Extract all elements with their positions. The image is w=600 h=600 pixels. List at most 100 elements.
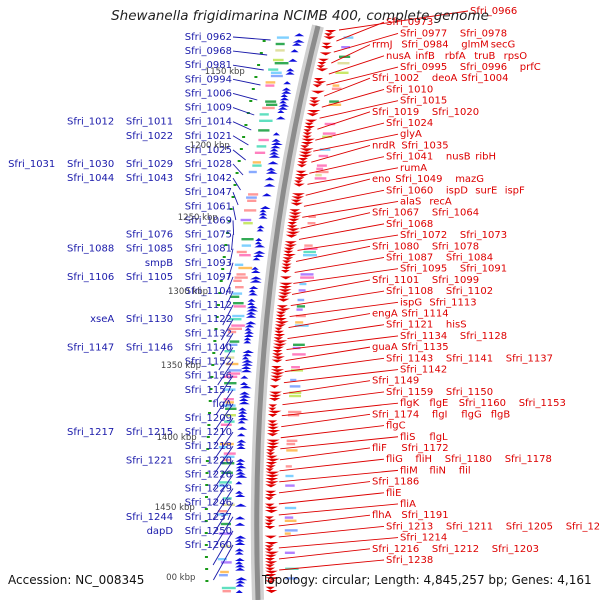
forward-gene-mark (265, 490, 277, 494)
scale-label: 1400 kbp (157, 433, 197, 443)
accession-text: Accession: NC_008345 (8, 573, 145, 587)
gene-label-left: Sfri_1030 (67, 159, 114, 170)
feature-box (343, 36, 354, 39)
leader-line (288, 313, 371, 328)
leader-line (338, 10, 469, 31)
reverse-gene-mark (277, 110, 285, 113)
feature-box (224, 350, 236, 353)
leader-line (212, 516, 234, 551)
gene-label-left: Sfri_1209 (185, 413, 232, 424)
leader-line (323, 77, 371, 97)
forward-gene-mark (287, 222, 297, 225)
scale-tick (226, 232, 230, 234)
scale-tick (235, 172, 239, 174)
reverse-gene-mark (238, 410, 248, 414)
scale-tick (213, 340, 217, 342)
gene-label-left: Sfri_1105 (126, 272, 173, 283)
feature-box (291, 366, 300, 369)
forward-gene-mark (300, 142, 314, 145)
feature-box (223, 452, 236, 455)
forward-gene-mark (293, 183, 305, 187)
gene-label-right: Sfri_1135 (401, 342, 448, 353)
forward-gene-mark (288, 218, 300, 222)
gene-label-right: Sfri_1064 (432, 208, 479, 219)
forward-gene-mark (302, 132, 313, 136)
reverse-gene-mark (235, 564, 245, 568)
reverse-gene-mark (247, 302, 255, 305)
leader-line (218, 347, 234, 371)
reverse-gene-mark (278, 103, 290, 107)
gene-label-right: Sfri_1108 (386, 286, 433, 297)
gene-label-left: Sfri_1025 (185, 145, 232, 156)
reverse-gene-mark (254, 244, 266, 248)
feature-box (318, 154, 329, 158)
feature-box (299, 282, 307, 286)
gene-label-right: Sfri_1091 (460, 264, 507, 275)
reverse-gene-mark (234, 538, 245, 542)
scale-tick (204, 556, 208, 558)
scale-tick (242, 136, 246, 138)
reverse-gene-mark (235, 458, 246, 462)
scale-tick (216, 304, 220, 306)
gene-label-left: Sfri_1014 (185, 117, 232, 128)
gene-label-right: Sfri_1019 (372, 107, 419, 118)
reverse-gene-mark (263, 183, 276, 187)
feature-box (220, 561, 232, 564)
gene-label-right: Sfri_1087 (386, 252, 433, 263)
leader-line (223, 290, 234, 311)
forward-gene-mark (268, 398, 281, 401)
forward-gene-mark (288, 212, 302, 216)
gene-label-right: Sfri_1191 (401, 510, 448, 521)
feature-box (262, 106, 275, 110)
leader-line (232, 177, 241, 191)
feature-box (222, 590, 231, 593)
gene-label-right: secG (491, 40, 516, 51)
forward-gene-mark (279, 282, 293, 286)
reverse-gene-mark (235, 490, 244, 494)
feature-box (270, 71, 282, 74)
gene-label-left: Sfri_0994 (185, 74, 232, 85)
gene-label-right: Sfri_1010 (386, 84, 433, 95)
leader-line (280, 425, 385, 439)
feature-box (295, 321, 304, 324)
reverse-gene-mark (241, 356, 250, 360)
forward-gene-mark (265, 474, 280, 478)
reverse-gene-mark (257, 225, 265, 229)
leader-line (212, 502, 234, 536)
feature-box (248, 170, 257, 174)
leader-line (213, 544, 234, 581)
gene-label-left: Sfri_1044 (67, 173, 114, 184)
leader-line (216, 375, 234, 401)
forward-gene-mark (317, 62, 327, 65)
gene-label-right: Sfri_1020 (432, 107, 479, 118)
feature-box (218, 484, 229, 487)
reverse-gene-mark (236, 433, 246, 437)
gene-label-right: Sfri_1186 (372, 477, 419, 488)
forward-gene-mark (325, 30, 337, 33)
forward-gene-mark (299, 148, 314, 152)
feature-box (314, 177, 327, 180)
forward-gene-mark (276, 311, 287, 315)
forward-gene-mark (270, 375, 284, 379)
scale-label: 1250 kbp (178, 213, 218, 223)
forward-gene-mark (289, 209, 301, 213)
forward-gene-mark (268, 410, 282, 414)
left-label-leaders (212, 36, 271, 581)
forward-gene-mark (265, 574, 277, 577)
reverse-gene-mark (235, 583, 245, 587)
gene-label-right: Sfri_1149 (372, 376, 419, 387)
forward-gene-mark (316, 68, 329, 72)
reverse-gene-mark (245, 321, 257, 325)
forward-gene-mark (307, 110, 321, 113)
leader-line (278, 492, 385, 505)
feature-box (229, 318, 242, 321)
forward-gene-mark (264, 506, 278, 510)
feature-box (274, 62, 289, 65)
reverse-gene-mark (272, 132, 280, 136)
gene-label-left: Sfri_1075 (185, 230, 232, 241)
feature-box (341, 46, 351, 49)
feature-box (231, 324, 245, 327)
forward-gene-mark (297, 161, 308, 165)
reverse-gene-mark (235, 468, 244, 472)
forward-gene-mark (321, 46, 333, 49)
